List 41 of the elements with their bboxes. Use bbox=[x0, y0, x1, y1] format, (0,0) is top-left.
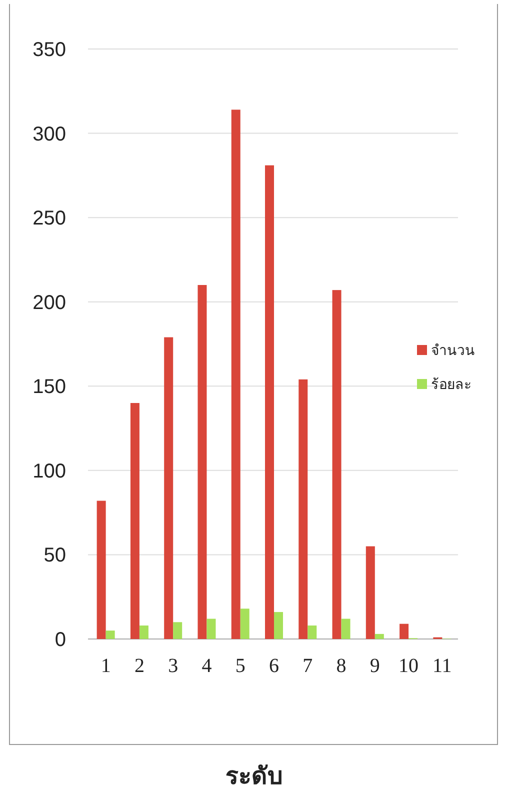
x-tick-label: 2 bbox=[134, 655, 144, 677]
bar bbox=[206, 618, 216, 639]
y-tick-label: 0 bbox=[54, 629, 66, 651]
y-tick-label: 250 bbox=[32, 208, 66, 230]
bar bbox=[198, 285, 207, 639]
bar bbox=[332, 290, 342, 639]
x-tick-label: 5 bbox=[235, 655, 246, 677]
bar bbox=[265, 165, 274, 639]
x-tick-label: 11 bbox=[432, 655, 452, 677]
x-tick-label: 8 bbox=[336, 655, 346, 677]
x-tick-label: 4 bbox=[202, 655, 212, 677]
bar bbox=[374, 634, 384, 639]
bar bbox=[240, 608, 250, 639]
bar bbox=[308, 626, 317, 639]
x-tick-label: 3 bbox=[168, 655, 178, 677]
bar bbox=[231, 110, 240, 639]
x-axis-title: ระดับ bbox=[226, 763, 282, 790]
x-tick-label: 9 bbox=[370, 655, 380, 677]
y-tick-label: 150 bbox=[32, 376, 66, 398]
bar bbox=[164, 337, 174, 639]
legend-label: ร้อยละ bbox=[431, 376, 472, 392]
y-tick-label: 200 bbox=[32, 292, 66, 314]
x-tick-label: 10 bbox=[398, 655, 419, 677]
y-tick-label: 50 bbox=[44, 544, 66, 567]
y-tick-label: 100 bbox=[32, 460, 66, 482]
bar bbox=[96, 500, 106, 639]
bar bbox=[366, 546, 375, 639]
bar bbox=[130, 403, 140, 639]
bar bbox=[400, 624, 409, 639]
bar bbox=[139, 626, 148, 639]
bar bbox=[274, 612, 283, 639]
bar bbox=[106, 630, 115, 639]
x-tick-label: 6 bbox=[269, 655, 279, 677]
x-tick-label: 1 bbox=[100, 655, 111, 677]
x-tick-label: 7 bbox=[302, 655, 313, 677]
y-tick-label: 350 bbox=[32, 39, 66, 61]
legend-label: จำนวน bbox=[431, 342, 475, 358]
bar bbox=[298, 379, 308, 639]
bar bbox=[341, 618, 350, 639]
bar bbox=[173, 622, 182, 639]
y-tick-label: 300 bbox=[32, 123, 66, 146]
